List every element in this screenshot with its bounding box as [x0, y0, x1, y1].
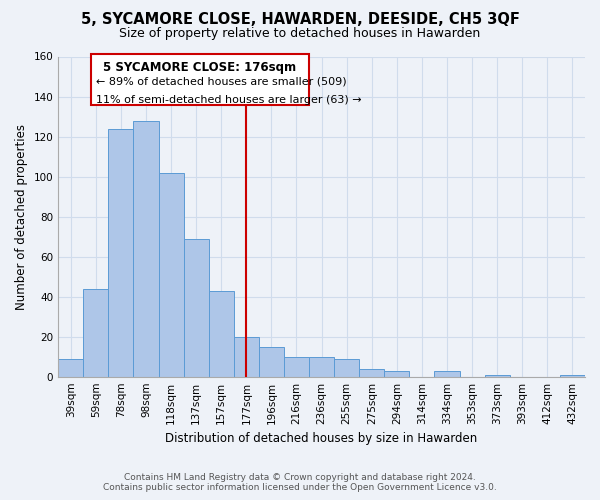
Text: 5 SYCAMORE CLOSE: 176sqm: 5 SYCAMORE CLOSE: 176sqm — [103, 60, 296, 74]
Bar — [560, 374, 585, 376]
Text: Contains HM Land Registry data © Crown copyright and database right 2024.
Contai: Contains HM Land Registry data © Crown c… — [103, 473, 497, 492]
X-axis label: Distribution of detached houses by size in Hawarden: Distribution of detached houses by size … — [166, 432, 478, 445]
Text: ← 89% of detached houses are smaller (509): ← 89% of detached houses are smaller (50… — [96, 76, 346, 86]
Bar — [109, 128, 133, 376]
Bar — [259, 346, 284, 376]
Bar — [209, 290, 234, 376]
Text: 11% of semi-detached houses are larger (63) →: 11% of semi-detached houses are larger (… — [96, 94, 361, 104]
Bar — [184, 238, 209, 376]
Bar — [158, 172, 184, 376]
Bar — [434, 370, 460, 376]
Y-axis label: Number of detached properties: Number of detached properties — [15, 124, 28, 310]
Text: 5, SYCAMORE CLOSE, HAWARDEN, DEESIDE, CH5 3QF: 5, SYCAMORE CLOSE, HAWARDEN, DEESIDE, CH… — [80, 12, 520, 28]
Bar — [385, 370, 409, 376]
FancyBboxPatch shape — [91, 54, 309, 104]
Bar — [234, 336, 259, 376]
Bar — [485, 374, 510, 376]
Bar — [309, 356, 334, 376]
Bar — [359, 368, 385, 376]
Bar — [83, 288, 109, 376]
Bar — [284, 356, 309, 376]
Bar — [58, 358, 83, 376]
Bar — [133, 120, 158, 376]
Text: Size of property relative to detached houses in Hawarden: Size of property relative to detached ho… — [119, 28, 481, 40]
Bar — [334, 358, 359, 376]
